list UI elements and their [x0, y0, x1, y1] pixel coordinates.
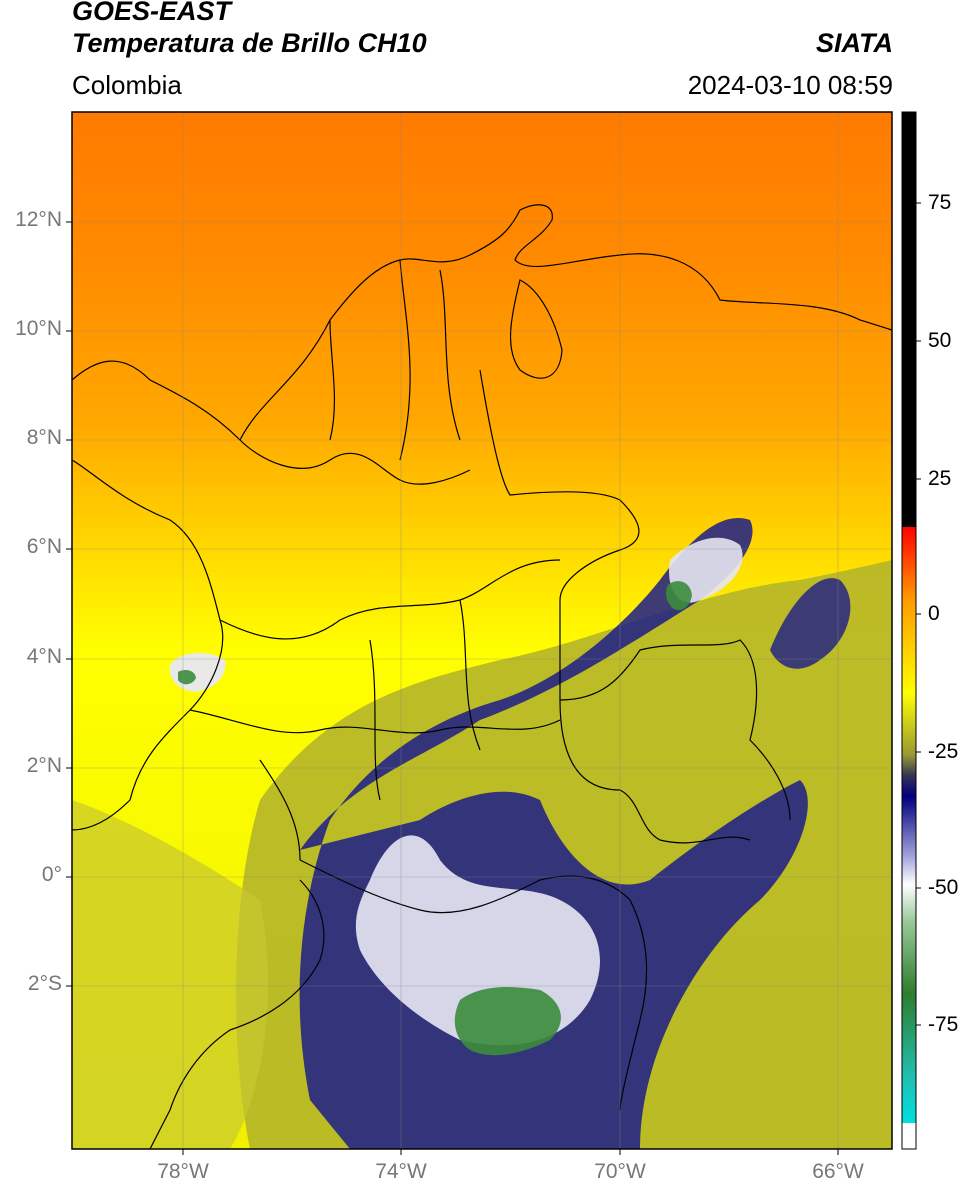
colorbar-label-75: 75 [928, 191, 952, 214]
convection-navy-east [770, 578, 851, 669]
lon-label-66w: 66°W [812, 1160, 864, 1183]
satellite-imagery [72, 112, 892, 1149]
colorbar-label-0: 0 [928, 602, 940, 625]
border-colombia-venezuela [479, 369, 791, 821]
coastline-pacific [72, 459, 224, 831]
colorbar-label-minus50: -50 [928, 876, 959, 899]
satellite-title: GOES-EAST [72, 0, 232, 26]
lon-label-70w: 70°W [594, 1160, 646, 1183]
cloud-field-olive-west [72, 800, 269, 1149]
internal-border-2 [219, 559, 561, 640]
map-frame [71, 111, 893, 1150]
lat-label-8n: 8°N [26, 426, 62, 449]
lat-label-0: 0° [41, 863, 62, 886]
product-title: Temperatura de Brillo CH10 [72, 28, 427, 58]
internal-border-5 [259, 599, 481, 861]
region-label: Colombia [72, 70, 182, 100]
axis-ticks [66, 221, 839, 1155]
coldest-tops-green-north [665, 581, 692, 611]
gridlines [72, 112, 892, 1149]
internal-border-3 [189, 709, 561, 734]
lat-label-4n: 4°N [26, 645, 62, 668]
lat-label-2n: 2°N [26, 754, 62, 777]
colorbar-label-minus25: -25 [928, 740, 959, 763]
colorbar-label-50: 50 [928, 329, 952, 352]
lon-label-78w: 78°W [157, 1160, 209, 1183]
organization-label: SIATA [816, 28, 893, 58]
colorbar-label-minus75: -75 [928, 1013, 959, 1036]
colorbar [901, 111, 917, 1150]
colorbar-label-25: 25 [928, 467, 952, 490]
lon-label-74w: 74°W [375, 1160, 427, 1183]
coastline-caribbean [72, 204, 892, 442]
lat-label-10n: 10°N [15, 317, 62, 340]
lat-label-6n: 6°N [26, 535, 62, 558]
internal-border-1 [239, 439, 471, 485]
lat-label-12n: 12°N [15, 208, 62, 231]
colorbar-ticks [916, 202, 921, 1026]
timestamp-label: 2024-03-10 08:59 [687, 70, 893, 100]
coldest-tops-green [454, 987, 561, 1056]
cold-spot-west-green [178, 670, 196, 685]
border-colombia-brazil [559, 699, 751, 844]
coastline-ecuador [149, 879, 325, 1149]
internal-border-4 [329, 259, 461, 461]
lat-label-2s: 2°S [27, 972, 62, 995]
